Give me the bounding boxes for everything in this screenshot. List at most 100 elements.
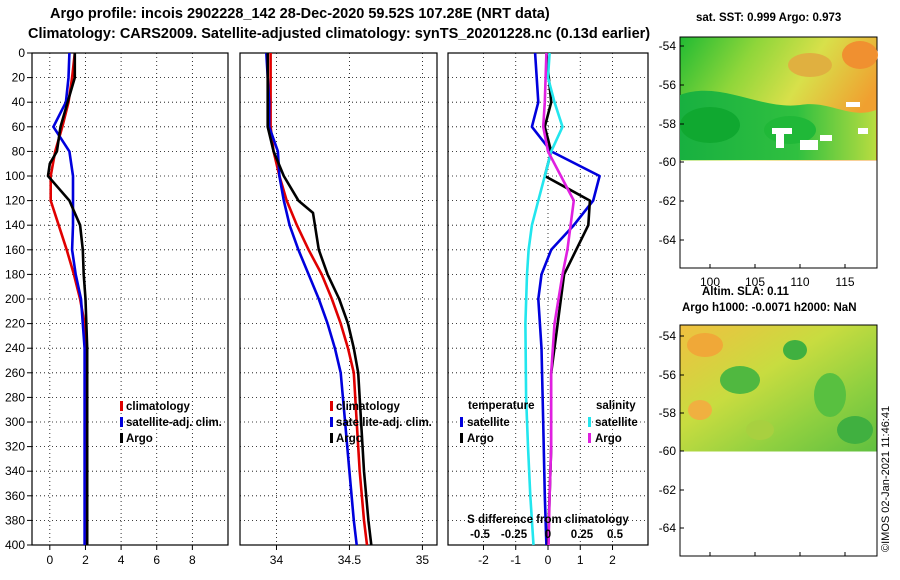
legend-panel-3: temperature salinity satellite Argo satellit… xyxy=(460,400,638,541)
y-tick-label: 160 xyxy=(5,243,25,257)
x-tick-label: 6 xyxy=(153,553,160,567)
lower-tick-label: 0.5 xyxy=(607,529,624,541)
x-tick-label: 34.5 xyxy=(338,553,362,567)
sst-lat-label: -54 xyxy=(659,39,677,53)
legend-label: Argo xyxy=(595,433,622,445)
y-tick-label: 120 xyxy=(5,194,25,208)
sst-lon-label: 115 xyxy=(835,275,854,289)
panel-temperature: 0 2 4 6 802040608010012014016018020022024026… xyxy=(5,46,229,567)
legend-label: climatology xyxy=(336,401,401,413)
y-tick-label: 260 xyxy=(5,366,25,380)
sla-lat-label: -56 xyxy=(659,368,677,382)
sla-lat-label: -60 xyxy=(659,444,677,458)
sst-lon-label: 105 xyxy=(745,275,765,289)
panel-salinity: 34 34.5 35 xyxy=(239,52,438,567)
x-tick-label: 8 xyxy=(189,553,196,567)
series-s-argo xyxy=(541,52,576,546)
sla-title-2: Argo h1000: -0.0071 h2000: NaN xyxy=(682,302,857,314)
lower-tick-label: -0.5 xyxy=(470,529,490,541)
x-tick-label: 35 xyxy=(416,553,430,567)
y-tick-label: 380 xyxy=(5,513,25,527)
legend-temperature-title: temperature xyxy=(468,400,534,412)
legend-label: Argo xyxy=(336,433,363,445)
lower-tick-label: 0.25 xyxy=(571,529,594,541)
y-tick-label: 360 xyxy=(5,489,25,503)
legend-label: satellite-adj. clim. xyxy=(126,417,222,429)
legend-swatch xyxy=(588,417,591,427)
x-tick-label: -2 xyxy=(478,553,489,567)
sst-map xyxy=(679,36,878,269)
series-argo xyxy=(266,53,373,546)
credit-label: ©IMOS 02-Jan-2021 11:46:41 xyxy=(880,405,892,552)
y-tick-label: 220 xyxy=(5,317,25,331)
legend-swatch xyxy=(588,433,591,443)
x-tick-label: 1 xyxy=(577,553,584,567)
sla-map xyxy=(679,324,878,557)
legend-label: satellite xyxy=(467,417,510,429)
chart-title-line1: Argo profile: incois 2902228_142 28-Dec-… xyxy=(50,6,550,22)
y-tick-label: 140 xyxy=(5,218,25,232)
y-tick-label: 300 xyxy=(5,415,25,429)
map-axes: -54 -54 -56 -56 -58 -58 -60 -60 -62 -62 -64 -64 100 1… xyxy=(659,39,855,556)
legend-swatch xyxy=(120,401,123,411)
y-tick-label: 240 xyxy=(5,341,25,355)
sla-lat-label: -64 xyxy=(659,521,677,535)
series-climatology xyxy=(269,53,369,546)
legend-label: Argo xyxy=(467,433,494,445)
legend-swatch xyxy=(460,417,463,427)
plot-frame xyxy=(239,52,438,546)
lower-tick-label: -0.25 xyxy=(501,529,528,541)
legend-panel-2: climatology satellite-adj. clim. Argo xyxy=(330,401,432,445)
y-tick-label: 80 xyxy=(12,144,26,158)
sst-lon-label: 100 xyxy=(700,275,720,289)
legend-swatch xyxy=(330,401,333,411)
x-tick-label: 2 xyxy=(609,553,616,567)
x-tick-label: 0 xyxy=(545,553,552,567)
x-tick-label: 0 xyxy=(46,553,53,567)
legend-label: satellite xyxy=(595,417,638,429)
legend-label: climatology xyxy=(126,401,191,413)
y-tick-label: 320 xyxy=(5,440,25,454)
x-tick-label: -1 xyxy=(510,553,521,567)
sst-lat-label: -60 xyxy=(659,155,677,169)
y-tick-label: 20 xyxy=(12,71,26,85)
x-tick-label: 4 xyxy=(118,553,125,567)
legend-swatch xyxy=(330,433,333,443)
series-t-satellite xyxy=(530,52,601,546)
sla-lat-label: -54 xyxy=(659,329,677,343)
sla-lat-label: -58 xyxy=(659,406,677,420)
sst-lon-label: 110 xyxy=(790,275,809,289)
y-tick-label: 100 xyxy=(5,169,25,183)
series-s-satellite xyxy=(524,52,564,546)
chart-title-line2: Climatology: CARS2009. Satellite-adjuste… xyxy=(28,26,651,42)
legend-swatch xyxy=(330,417,333,427)
legend-swatch xyxy=(120,417,123,427)
legend-label: satellite-adj. clim. xyxy=(336,417,432,429)
y-tick-label: 340 xyxy=(5,464,25,478)
sst-lat-label: -62 xyxy=(659,194,677,208)
sst-lat-label: -58 xyxy=(659,117,677,131)
y-tick-label: 0 xyxy=(18,46,25,60)
lower-tick-label: 0 xyxy=(545,529,551,541)
y-tick-label: 60 xyxy=(12,120,26,134)
sst-title: sat. SST: 0.999 Argo: 0.973 xyxy=(696,12,842,24)
y-tick-label: 200 xyxy=(5,292,25,306)
y-tick-label: 400 xyxy=(5,538,25,552)
x-tick-label: 34 xyxy=(270,553,284,567)
y-tick-label: 280 xyxy=(5,390,25,404)
x-tick-label: 2 xyxy=(82,553,89,567)
series-argo xyxy=(46,53,89,545)
series-satellite-adj-clim- xyxy=(265,52,358,546)
legend-panel-1: climatology satellite-adj. clim. Argo xyxy=(120,401,222,445)
sla-title-1: Altim. SLA: 0.11 xyxy=(702,286,789,298)
x-axis-label: S difference from climatology xyxy=(467,514,629,526)
legend-swatch xyxy=(120,433,123,443)
legend-label: Argo xyxy=(126,433,153,445)
panel-difference-from-climatology: -2 -1 0 1 2 xyxy=(447,52,649,567)
legend-salinity-title: salinity xyxy=(596,400,636,412)
sst-lat-label: -56 xyxy=(659,78,677,92)
sla-lat-label: -62 xyxy=(659,483,677,497)
y-tick-label: 180 xyxy=(5,267,25,281)
legend-swatch xyxy=(460,433,463,443)
